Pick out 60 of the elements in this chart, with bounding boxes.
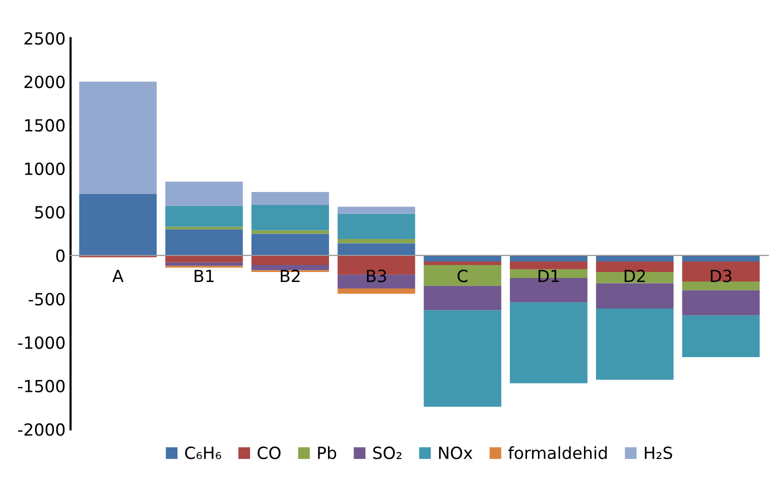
- legend-label: formaldehid: [508, 446, 607, 460]
- bar: [510, 262, 588, 270]
- bar: [79, 194, 157, 256]
- x-tick-label: B3: [366, 270, 386, 282]
- x-tick-label: A: [112, 270, 124, 282]
- bar: [424, 265, 502, 286]
- bar: [682, 262, 760, 282]
- bar: [596, 283, 674, 308]
- bar: [338, 206, 416, 214]
- y-tick-label: -1000: [18, 336, 65, 349]
- bar: [338, 238, 416, 244]
- y-tick-label: -1500: [18, 380, 65, 392]
- legend-label: C₆H₆: [185, 446, 222, 460]
- legend-label: CO: [258, 446, 281, 460]
- bar: [251, 205, 329, 230]
- bar: [251, 234, 329, 256]
- bar: [510, 302, 588, 384]
- bar: [424, 262, 502, 266]
- y-tick-label: 2000: [24, 76, 65, 88]
- y-tick-label: 2500: [24, 32, 65, 45]
- bar: [424, 255, 502, 262]
- bar: [596, 308, 674, 380]
- bar: [251, 192, 329, 206]
- bar: [682, 290, 760, 316]
- legend-label: SO₂: [373, 446, 402, 460]
- legend-label: H₂S: [644, 446, 672, 460]
- bar: [251, 265, 329, 270]
- bar: [682, 315, 760, 358]
- y-tick-label: -500: [28, 292, 65, 306]
- bar: [165, 255, 243, 262]
- bar: [165, 206, 243, 227]
- y-tick-label: 500: [35, 206, 65, 219]
- bar: [338, 214, 416, 239]
- legend-label: NOx: [439, 446, 472, 460]
- x-tick-label: D1: [538, 270, 559, 282]
- y-tick-label: -2000: [18, 423, 65, 436]
- bar: [596, 272, 674, 284]
- bar: [338, 288, 416, 294]
- x-tick-label: B2: [280, 270, 300, 282]
- bar: [251, 255, 329, 266]
- bar: [165, 226, 243, 230]
- y-tick-label: 0: [56, 249, 65, 262]
- x-tick-label: D3: [710, 270, 732, 282]
- bar: [424, 286, 502, 310]
- bar: [424, 310, 502, 407]
- bar: [165, 182, 243, 206]
- bar: [596, 255, 674, 262]
- bar: [682, 282, 760, 290]
- bar: [165, 229, 243, 256]
- bar: [79, 82, 157, 194]
- bar: [510, 255, 588, 262]
- x-tick-label: C: [458, 270, 468, 282]
- x-tick-label: D2: [624, 270, 645, 282]
- legend-label: Pb: [318, 446, 336, 460]
- y-tick-label: 1500: [25, 119, 65, 132]
- x-tick-label: B1: [194, 270, 214, 282]
- y-tick-label: 1000: [25, 162, 65, 176]
- bar: [165, 262, 243, 266]
- bar: [682, 255, 760, 262]
- bar: [338, 243, 416, 256]
